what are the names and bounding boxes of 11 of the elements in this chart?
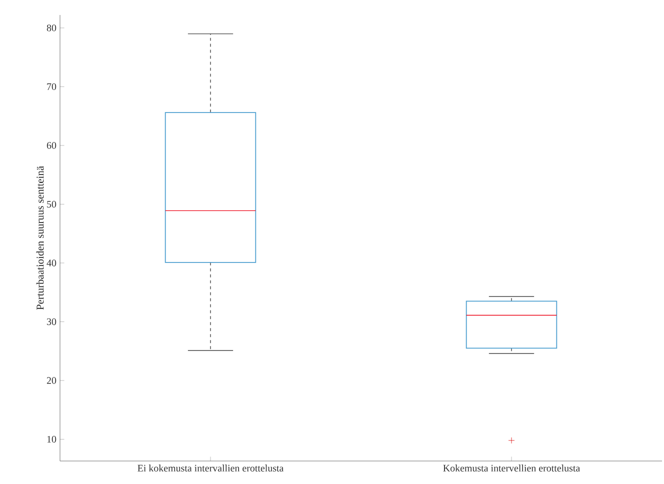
y-tick-label: 10 bbox=[47, 436, 56, 443]
y-tick-label: 40 bbox=[46, 260, 56, 266]
y-tick-label: 50 bbox=[47, 200, 56, 208]
y-tick-label: 20 bbox=[46, 377, 56, 384]
x-tick-label: Ei kokemusta intervallien erottelusta bbox=[138, 464, 284, 472]
y-tick-label: 60 bbox=[46, 142, 56, 149]
y-tick-label: 70 bbox=[47, 83, 56, 90]
x-tick-label: Kokemusta intervellien erottelusta bbox=[443, 464, 580, 472]
y-tick-label: 80 bbox=[46, 24, 56, 32]
y-tick-label: 30 bbox=[47, 318, 56, 326]
y-axis-title: Perturbaatioiden suuruus sentteinä bbox=[36, 166, 44, 310]
